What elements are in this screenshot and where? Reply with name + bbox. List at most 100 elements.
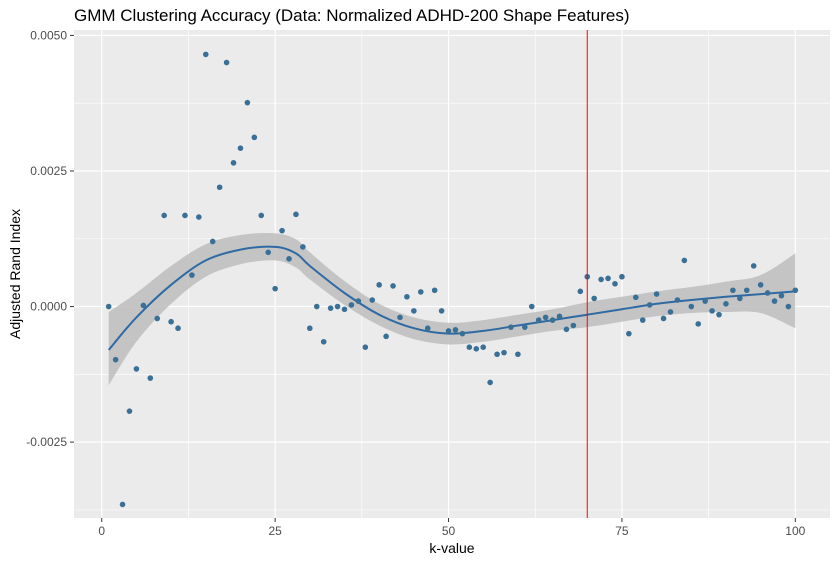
data-point — [709, 308, 715, 314]
data-point — [189, 272, 195, 278]
data-point — [688, 304, 694, 310]
data-point — [578, 289, 584, 295]
data-point — [501, 350, 507, 356]
data-point — [432, 287, 438, 293]
x-tick-label: 50 — [442, 524, 456, 538]
x-tick-label: 25 — [268, 524, 282, 538]
data-point — [508, 324, 514, 330]
data-point — [758, 282, 764, 288]
x-tick-label: 100 — [785, 524, 805, 538]
data-point — [786, 304, 792, 310]
data-point — [640, 317, 646, 323]
data-point — [224, 60, 230, 66]
data-point — [321, 339, 327, 345]
y-axis-ticks: -0.0025 0.0000 0.0025 0.0050 — [26, 28, 74, 449]
data-point — [723, 301, 729, 307]
data-point — [779, 293, 785, 299]
data-point — [314, 304, 320, 310]
data-point — [695, 321, 701, 327]
data-point — [737, 296, 743, 302]
data-point — [265, 250, 271, 256]
data-point — [675, 297, 681, 303]
data-point — [369, 297, 375, 303]
data-point — [210, 239, 216, 245]
data-point — [231, 160, 237, 166]
data-point — [141, 303, 147, 309]
data-point — [439, 308, 445, 314]
data-point — [661, 316, 667, 322]
data-point — [564, 327, 570, 333]
data-point — [272, 286, 278, 292]
y-axis-title: Adjusted Rand Index — [7, 209, 23, 339]
data-point — [404, 294, 410, 300]
data-point — [494, 351, 500, 357]
data-point — [252, 135, 258, 141]
data-point — [730, 287, 736, 293]
data-point — [460, 331, 466, 337]
y-tick-label: 0.0000 — [30, 300, 67, 314]
data-point — [203, 52, 209, 58]
data-point — [543, 315, 549, 321]
data-point — [633, 295, 639, 301]
data-point — [793, 287, 799, 293]
data-point — [182, 213, 188, 219]
data-point — [161, 213, 167, 219]
x-axis-title: k-value — [429, 540, 474, 556]
data-point — [349, 302, 355, 308]
data-point — [168, 319, 174, 325]
data-point — [363, 344, 369, 350]
data-point — [307, 325, 313, 331]
data-point — [529, 304, 535, 310]
data-point — [598, 277, 604, 283]
data-point — [147, 375, 153, 381]
data-point — [342, 306, 348, 312]
data-point — [196, 214, 202, 220]
data-point — [335, 304, 341, 310]
data-point — [647, 302, 653, 308]
data-point — [300, 244, 306, 250]
data-point — [536, 317, 542, 323]
x-tick-label: 0 — [98, 524, 105, 538]
data-point — [120, 502, 126, 508]
data-point — [591, 296, 597, 302]
data-point — [619, 274, 625, 280]
data-point — [106, 304, 112, 310]
data-point — [418, 289, 424, 295]
data-point — [765, 290, 771, 296]
data-point — [446, 328, 452, 334]
x-axis-ticks: 0 25 50 75 100 — [98, 518, 805, 538]
data-point — [744, 287, 750, 293]
data-point — [522, 324, 528, 330]
data-point — [480, 344, 486, 350]
data-point — [113, 357, 119, 363]
data-point — [217, 184, 223, 190]
data-point — [557, 313, 563, 319]
data-point — [702, 298, 708, 304]
data-point — [654, 291, 660, 297]
data-point — [383, 334, 389, 340]
data-point — [279, 228, 285, 234]
data-point — [258, 213, 264, 219]
data-point — [772, 298, 778, 304]
data-point — [682, 258, 688, 264]
y-tick-label: -0.0025 — [26, 435, 67, 449]
x-tick-label: 75 — [615, 524, 629, 538]
data-point — [425, 325, 431, 331]
data-point — [473, 346, 479, 352]
y-tick-label: 0.0050 — [30, 28, 67, 42]
data-point — [612, 281, 618, 287]
data-point — [127, 408, 133, 414]
data-point — [571, 323, 577, 329]
data-point — [356, 298, 362, 304]
data-point — [397, 315, 403, 321]
data-point — [134, 366, 140, 372]
data-point — [154, 316, 160, 322]
data-point — [716, 312, 722, 318]
data-point — [293, 212, 299, 218]
data-point — [626, 331, 632, 337]
data-point — [515, 351, 521, 357]
data-point — [411, 308, 417, 314]
data-point — [238, 145, 244, 151]
data-point — [668, 309, 674, 315]
